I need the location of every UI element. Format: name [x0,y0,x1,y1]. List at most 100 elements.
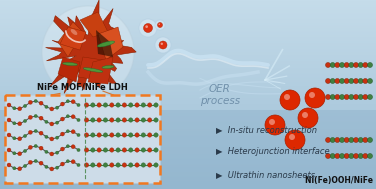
Circle shape [50,122,54,126]
Circle shape [367,138,373,143]
Bar [0,102,376,103]
Bar [0,124,376,125]
Circle shape [155,20,165,30]
Circle shape [45,150,48,153]
Circle shape [358,138,363,143]
Bar [0,20,376,21]
Circle shape [154,148,158,152]
Circle shape [129,163,133,167]
Bar [0,2,376,3]
Bar [0,29,376,30]
Bar [0,70,376,71]
Circle shape [66,145,70,148]
Circle shape [147,118,152,122]
Circle shape [363,63,368,67]
Bar [0,54,376,55]
Bar [0,176,376,177]
Circle shape [97,148,102,152]
Bar [0,142,376,143]
Bar [0,0,376,1]
Bar [0,181,376,182]
Bar [0,120,376,121]
Bar [0,67,376,68]
Bar [0,76,376,77]
Bar [0,35,376,36]
Circle shape [269,119,275,125]
Bar [0,97,376,98]
Bar [0,169,376,170]
Bar [0,171,376,172]
Bar [0,159,376,160]
Circle shape [18,167,22,171]
Bar [0,12,376,13]
Circle shape [122,163,127,167]
Bar [0,129,376,130]
Bar [0,63,376,64]
Circle shape [84,148,89,152]
Circle shape [335,63,340,67]
Bar [0,17,376,18]
Bar [0,114,376,115]
Circle shape [18,122,22,126]
Circle shape [28,130,32,134]
Circle shape [141,103,146,107]
Bar [0,179,376,180]
Circle shape [363,153,368,159]
Bar [0,131,376,132]
Polygon shape [88,57,113,84]
Bar [0,79,376,80]
Circle shape [122,133,127,137]
Bar [0,86,376,87]
Bar [0,85,376,86]
Bar [0,187,376,188]
Bar [0,136,376,137]
Bar [0,52,376,53]
Bar [0,173,376,174]
Bar [0,100,376,101]
Bar [0,34,376,35]
Bar [0,116,376,117]
Bar [0,149,376,150]
Circle shape [330,153,335,159]
Circle shape [330,63,335,67]
Bar [0,15,376,16]
Bar [0,110,376,189]
Circle shape [326,78,331,84]
Bar [0,83,376,84]
Bar [0,75,376,76]
Bar [0,140,376,141]
Bar [0,185,376,186]
Circle shape [28,100,32,104]
Bar [0,41,376,42]
Circle shape [298,108,318,128]
Bar [0,10,376,11]
Polygon shape [45,0,136,93]
Circle shape [326,63,331,67]
Circle shape [97,163,102,167]
Bar [0,180,376,181]
Bar [0,163,376,164]
Bar [0,157,376,158]
Circle shape [56,121,59,124]
Circle shape [344,138,349,143]
Circle shape [305,88,325,108]
Bar [0,50,376,51]
Circle shape [109,133,114,137]
Circle shape [84,103,89,107]
Bar [0,111,376,112]
Bar [0,158,376,159]
Circle shape [116,118,120,122]
Bar [0,68,376,69]
Text: Ni(Fe)OOH/NiFe LDH: Ni(Fe)OOH/NiFe LDH [305,176,376,185]
Circle shape [23,149,27,153]
Circle shape [358,153,363,159]
Bar [0,11,376,12]
Bar [0,175,376,176]
Circle shape [103,163,108,167]
Bar [0,33,376,34]
Bar [0,38,376,39]
Circle shape [353,94,358,99]
Bar [0,66,376,67]
Circle shape [353,153,358,159]
Circle shape [91,148,95,152]
